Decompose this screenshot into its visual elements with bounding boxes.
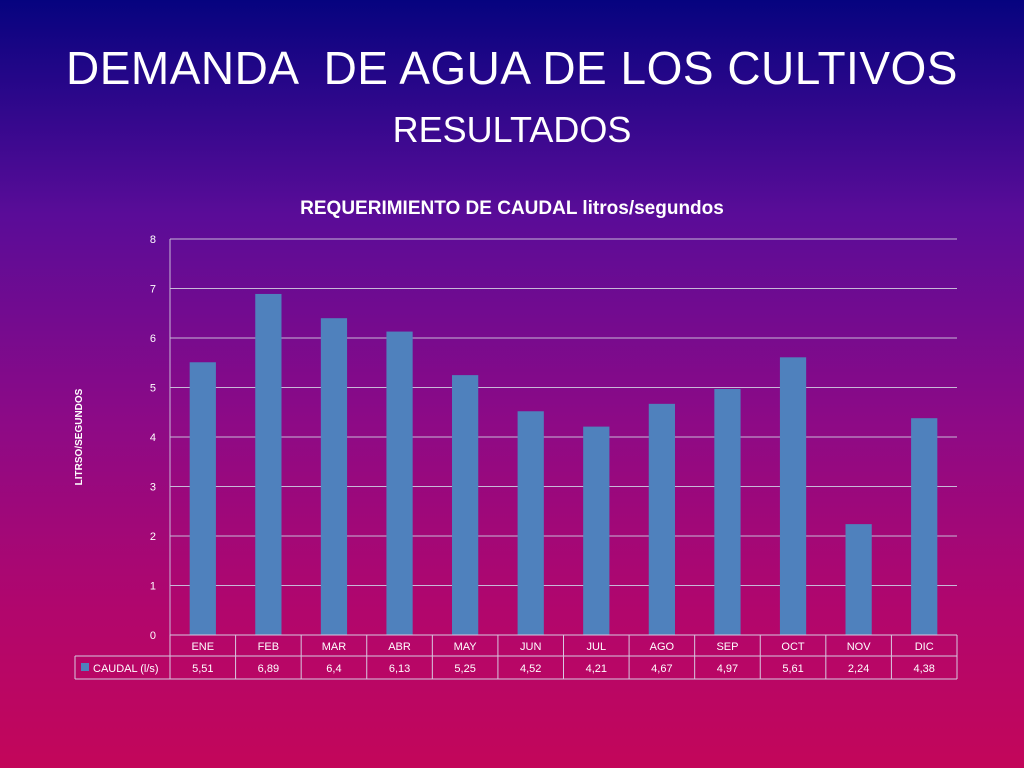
category-label: JUN: [520, 641, 541, 653]
y-tick-label: 7: [150, 284, 156, 296]
data-value-label: 6,13: [389, 663, 410, 675]
data-value-label: 4,52: [520, 663, 541, 675]
y-tick-label: 3: [150, 482, 156, 494]
y-tick-label: 2: [150, 531, 156, 543]
data-value-label: 6,4: [326, 663, 341, 675]
slide-title: DEMANDA DE AGUA DE LOS CULTIVOS: [66, 42, 958, 94]
data-value-label: 4,38: [913, 663, 934, 675]
y-tick-label: 8: [150, 234, 156, 246]
category-label: ENE: [191, 641, 214, 653]
legend-swatch: [81, 663, 89, 671]
category-label: MAR: [322, 641, 347, 653]
category-label: FEB: [258, 641, 279, 653]
category-label: JUL: [587, 641, 607, 653]
y-tick-label: 1: [150, 581, 156, 593]
category-label: OCT: [781, 641, 805, 653]
data-value-label: 4,21: [586, 663, 607, 675]
y-axis-label: LITRSO/SEGUNDOS: [74, 388, 85, 485]
data-value-label: 5,25: [454, 663, 475, 675]
y-axis-ticks: 0 1 2 3 4 5 6 7 8: [150, 234, 156, 642]
slide-subtitle: RESULTADOS: [392, 109, 632, 150]
category-label: AGO: [650, 641, 675, 653]
legend-label: CAUDAL (l/s): [93, 663, 159, 675]
bar-feb: [255, 293, 282, 635]
bar-jun: [517, 411, 544, 635]
data-value-label: 6,89: [258, 663, 279, 675]
y-tick-label: 0: [150, 630, 156, 642]
data-value-label: 5,51: [192, 663, 213, 675]
bar-sep: [714, 388, 741, 635]
category-label: NOV: [847, 641, 872, 653]
category-label: SEP: [716, 641, 738, 653]
bars: [189, 293, 938, 635]
bar-nov: [845, 524, 872, 635]
grid-lines: [169, 238, 957, 636]
bar-abr: [386, 331, 413, 635]
chart-title: REQUERIMIENTO DE CAUDAL litros/segundos: [300, 198, 724, 219]
bar-jul: [583, 426, 610, 635]
data-table: ENE 5,51 FEB 6,89 MAR 6,4 ABR 6,13 MAY 5,25 JUN 4,5…: [74, 634, 958, 680]
category-label: MAY: [454, 641, 478, 653]
bar-may: [452, 375, 479, 635]
data-value-label: 5,61: [782, 663, 803, 675]
y-tick-label: 4: [150, 432, 156, 444]
bar-oct: [779, 357, 807, 635]
y-tick-label: 6: [150, 333, 156, 345]
category-label: ABR: [388, 641, 411, 653]
bar-ago: [648, 403, 675, 635]
data-value-label: 2,24: [848, 663, 869, 675]
bar-ene: [189, 362, 216, 635]
data-value-label: 4,67: [651, 663, 672, 675]
data-value-label: 4,97: [717, 663, 738, 675]
bar-dic: [911, 418, 938, 635]
bar-mar: [320, 318, 348, 635]
category-label: DIC: [915, 641, 934, 653]
y-tick-label: 5: [150, 383, 156, 395]
